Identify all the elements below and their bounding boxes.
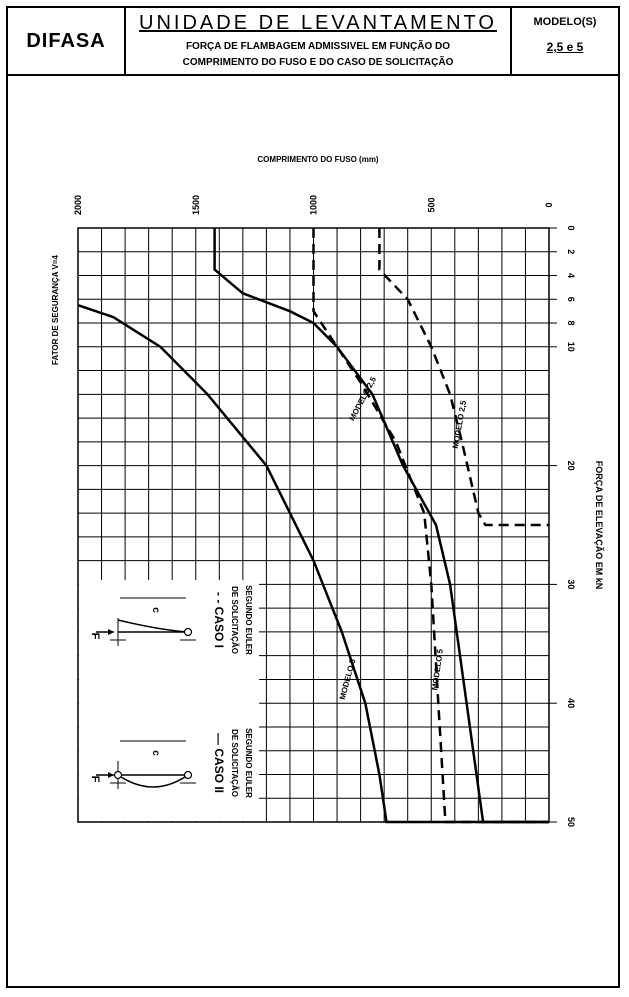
title-cell: UNIDADE DE LEVANTAMENTO FORÇA DE FLAMBAG… [126,8,512,74]
series-line-3 [378,228,549,527]
force-tick-label: 6 [566,297,576,302]
force-tick-label: 2 [566,249,576,254]
page-title: UNIDADE DE LEVANTAMENTO [139,12,497,34]
length-symbol: c [150,750,161,756]
force-tick-label: 8 [566,321,576,326]
model-label: MODELO(S) [533,16,597,28]
legend-line-3: SEGUNDO EULER [244,585,253,655]
subtitle-line-2: COMPRIMENTO DO FUSO E DO CASO DE SOLICIT… [182,57,454,68]
series-line-1 [312,228,549,824]
length-tick-label: 1000 [309,195,319,215]
safety-factor-note: FATOR DE SEGURANÇA V=4 [51,255,60,365]
legend-line-2: DE SOLICITAÇÃO [230,586,239,654]
length-tick-label: 500 [426,197,436,212]
series-line-2 [77,304,549,824]
model-cell: MODELO(S) 2,5 e 5 [512,8,618,74]
force-arrowhead [108,629,114,635]
force-tick-label: 30 [566,579,576,589]
brand-logo: DIFASA [8,8,126,74]
force-tick-label: 40 [566,698,576,708]
pin-joint [113,770,123,780]
force-tick-label: 10 [566,342,576,352]
length-tick-label: 2000 [73,195,83,215]
force-tick-label: 4 [566,273,576,278]
series-line-0 [213,228,549,824]
page-subtitle: FORÇA DE FLAMBAGEM ADMISSIVEL EM FUNÇÃO … [126,39,510,71]
legend-case-label: — CASO II [212,733,226,793]
sheet-frame: DIFASA UNIDADE DE LEVANTAMENTO FORÇA DE … [6,6,620,988]
length-symbol: c [150,607,161,613]
length-tick-label: 1500 [191,195,201,215]
force-tick-label: 0 [566,225,576,230]
force-tick-label: 20 [566,461,576,471]
deflected-shape [117,619,189,633]
subtitle-line-1: FORÇA DE FLAMBAGEM ADMISSIVEL EM FUNÇÃO … [185,41,451,52]
pin-joint [183,627,193,637]
pin-joint [183,770,193,780]
top-axis-label: COMPRIMENTO DO FUSO (mm) [257,155,379,164]
legend-line-2: DE SOLICITAÇÃO [230,729,239,797]
legend-case-label: - - CASO I [212,592,226,648]
force-tick-label: 50 [566,817,576,827]
model-value: 2,5 e 5 [546,40,584,54]
curve-label: MODELO 5 [430,648,445,691]
force-symbol: F [89,776,101,783]
title-block: DIFASA UNIDADE DE LEVANTAMENTO FORÇA DE … [8,8,618,76]
legend-line-3: SEGUNDO EULER [244,728,253,798]
right-axis-label: FORÇA DE ELEVAÇÃO EM kN [594,461,604,590]
legend-box [79,580,259,821]
force-arrowhead [108,772,114,778]
force-symbol: F [89,633,101,640]
length-tick-label: 0 [544,202,554,207]
deflected-shape [117,774,189,788]
